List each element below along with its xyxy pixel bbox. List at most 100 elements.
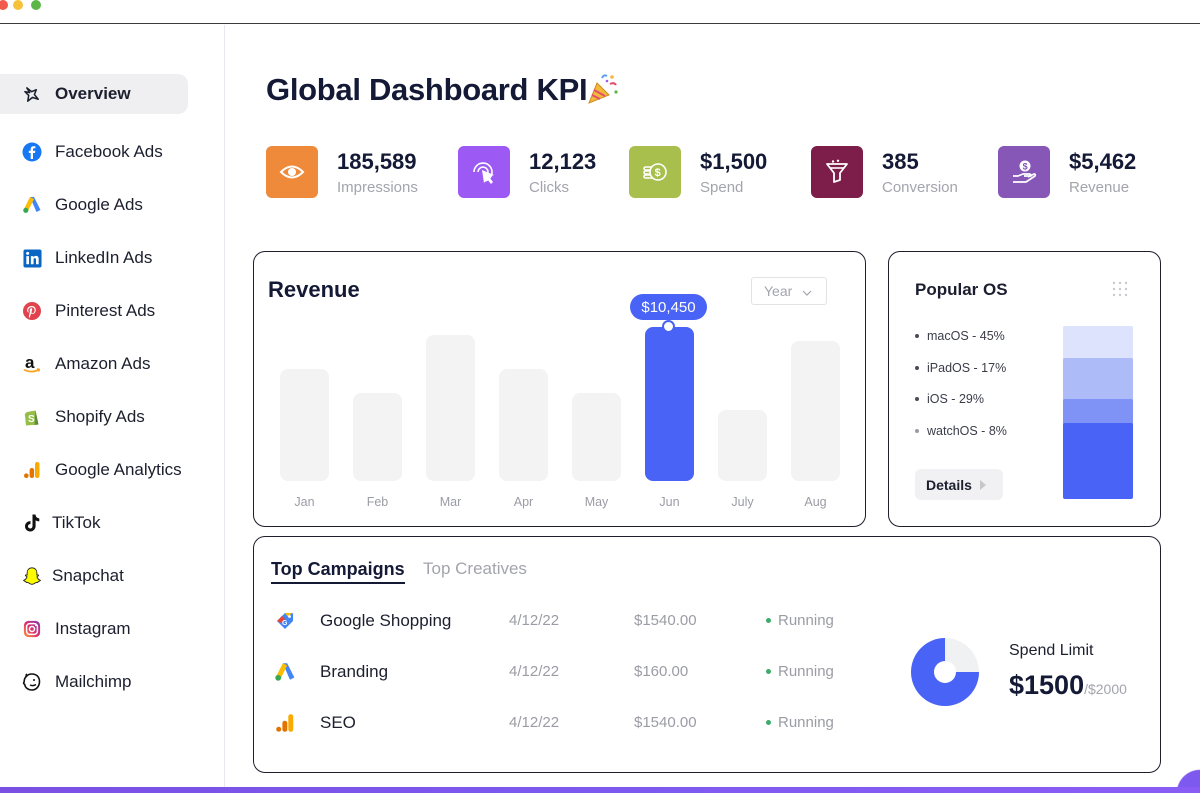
- campaign-date: 4/12/22: [509, 663, 560, 680]
- linkedin-icon: [22, 248, 42, 268]
- kpi-label: Impressions: [337, 178, 418, 196]
- campaign-date: 4/12/22: [509, 714, 560, 731]
- status-badge: Running: [766, 612, 834, 629]
- svg-text:G: G: [282, 620, 288, 627]
- month-label: Apr: [513, 495, 534, 509]
- revenue-bar-aug[interactable]: [791, 341, 840, 481]
- close-window-button[interactable]: [0, 0, 8, 10]
- os-legend-item: macOS - 45%: [915, 329, 1005, 343]
- sidebar-item-label: TikTok: [52, 513, 101, 532]
- google-ads-icon: [274, 661, 296, 683]
- kpi-label: Clicks: [529, 178, 569, 196]
- snapchat-icon: [22, 566, 42, 586]
- bottom-band: [0, 787, 1200, 793]
- sidebar-item-facebook-ads[interactable]: Facebook Ads: [0, 132, 188, 172]
- month-label: Feb: [366, 495, 389, 509]
- sidebar-item-overview[interactable]: Overview: [0, 74, 188, 114]
- grid-dots-icon[interactable]: [1111, 280, 1129, 303]
- caret-right-icon: [979, 479, 986, 490]
- campaign-amount: $1540.00: [634, 714, 697, 731]
- tab-top-campaigns[interactable]: Top Campaigns: [271, 559, 405, 584]
- minimize-window-button[interactable]: [13, 0, 23, 10]
- details-button[interactable]: Details: [915, 469, 1003, 500]
- sidebar-item-linkedin-ads[interactable]: LinkedIn Ads: [0, 238, 188, 278]
- sidebar-item-google-ads[interactable]: Google Ads: [0, 185, 188, 225]
- sidebar-item-label: Mailchimp: [55, 672, 132, 691]
- campaign-amount: $160.00: [634, 663, 689, 680]
- shopify-icon: S: [22, 407, 42, 427]
- popular-os-card: Popular OS macOS - 45% iPadOS - 17% iOS …: [888, 251, 1161, 527]
- sidebar-item-mailchimp[interactable]: Mailchimp: [0, 662, 188, 702]
- sidebar-item-label: Snapchat: [52, 566, 124, 585]
- google-analytics-icon: [274, 712, 296, 734]
- os-legend-item: iPadOS - 17%: [915, 361, 1006, 375]
- sidebar-item-google-analytics[interactable]: Google Analytics: [0, 450, 188, 490]
- table-row[interactable]: SEO 4/12/22 $1540.00 Running: [254, 708, 854, 738]
- kpi-value: $1,500: [700, 148, 768, 174]
- details-button-label: Details: [926, 476, 972, 493]
- sidebar-item-label: Instagram: [55, 619, 131, 638]
- month-label: Jun: [659, 495, 680, 509]
- campaign-date: 4/12/22: [509, 612, 560, 629]
- chevron-down-icon: [802, 283, 812, 299]
- tab-top-creatives[interactable]: Top Creatives: [423, 559, 527, 578]
- sidebar-item-shopify-ads[interactable]: S Shopify Ads: [0, 397, 188, 437]
- popular-os-title: Popular OS: [915, 280, 1008, 299]
- sidebar: Overview Facebook Ads Google Ads LinkedI…: [0, 25, 225, 787]
- status-badge: Running: [766, 663, 834, 680]
- facebook-icon: [22, 142, 42, 162]
- window-titlebar: [0, 0, 1200, 24]
- kpi-label: Revenue: [1069, 178, 1130, 196]
- revenue-bar-apr[interactable]: [499, 369, 548, 481]
- amazon-icon: a: [22, 354, 42, 374]
- revenue-tooltip: $10,450: [630, 294, 707, 320]
- revenue-bar-july[interactable]: [718, 410, 767, 481]
- svg-text:$: $: [1023, 161, 1028, 171]
- corner-decoration: [1160, 753, 1200, 793]
- sparkle-icon: [22, 84, 42, 104]
- sidebar-item-tiktok[interactable]: TikTok: [0, 503, 188, 543]
- pinterest-icon: [22, 301, 42, 321]
- page-title: Global Dashboard KPI: [266, 72, 588, 107]
- eye-icon: [266, 146, 318, 198]
- coins-icon: $: [629, 146, 681, 198]
- sidebar-item-amazon-ads[interactable]: a Amazon Ads: [0, 344, 188, 384]
- revenue-title: Revenue: [268, 277, 360, 302]
- period-select-value: Year: [764, 283, 793, 299]
- kpi-label: Spend: [700, 178, 744, 196]
- campaigns-card: Top Campaigns Top Creatives G Google Sho…: [253, 536, 1161, 773]
- table-row[interactable]: G Google Shopping 4/12/22 $1540.00 Runni…: [254, 606, 854, 636]
- revenue-card: Revenue Year Jan Feb Mar Apr May Jun July Aug $…: [253, 251, 866, 527]
- funnel-icon: [811, 146, 863, 198]
- spend-limit-total: /$2000: [1084, 681, 1127, 697]
- spend-limit-value: $1500/$2000: [1009, 670, 1127, 700]
- maximize-window-button[interactable]: [31, 0, 41, 10]
- revenue-bar-feb[interactable]: [353, 393, 402, 481]
- month-label: May: [584, 495, 609, 509]
- hand-coin-icon: $: [998, 146, 1050, 198]
- kpi-value: 385: [882, 148, 919, 174]
- period-select[interactable]: Year: [751, 277, 827, 305]
- revenue-bar-jun[interactable]: [645, 327, 694, 481]
- revenue-bar-may[interactable]: [572, 393, 621, 481]
- sidebar-item-label: Facebook Ads: [55, 142, 163, 161]
- table-row[interactable]: Branding 4/12/22 $160.00 Running: [254, 657, 854, 687]
- revenue-bar-jan[interactable]: [280, 369, 329, 481]
- mailchimp-icon: [22, 672, 42, 692]
- kpi-value: $5,462: [1069, 148, 1137, 174]
- revenue-bar-mar[interactable]: [426, 335, 475, 481]
- party-popper-icon: [586, 72, 620, 111]
- sidebar-item-label: Pinterest Ads: [55, 301, 156, 320]
- svg-text:$: $: [655, 167, 661, 179]
- sidebar-item-instagram[interactable]: Instagram: [0, 609, 188, 649]
- kpi-revenue: $ $5,462 Revenue: [998, 146, 1136, 198]
- os-legend-item: iOS - 29%: [915, 392, 984, 406]
- month-label: Jan: [294, 495, 315, 509]
- sidebar-item-snapchat[interactable]: Snapchat: [0, 556, 188, 596]
- sidebar-item-label: LinkedIn Ads: [55, 248, 153, 267]
- sidebar-item-pinterest-ads[interactable]: Pinterest Ads: [0, 291, 188, 331]
- tiktok-icon: [22, 513, 42, 533]
- kpi-value: 185,589: [337, 148, 417, 174]
- google-shopping-icon: G: [274, 610, 296, 632]
- status-badge: Running: [766, 714, 834, 731]
